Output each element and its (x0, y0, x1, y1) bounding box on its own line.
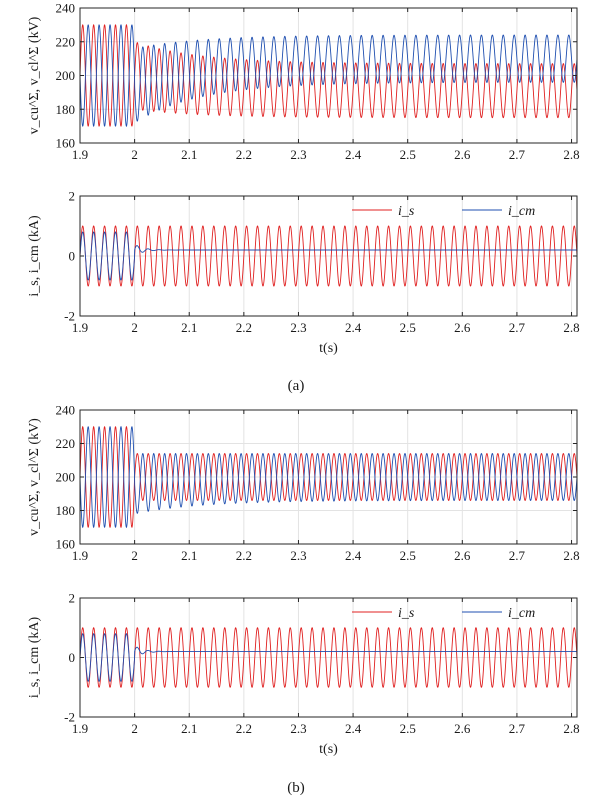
chart-panel-a-top: 1.9 2 2.1 2.2 2.3 2.4 2.5 2.6 2.7 2.8 160 180 200 220… (27, 1, 580, 163)
y-axis-label: v_cu^Σ, v_cl^Σ (kV) (27, 16, 42, 134)
x-tick-label: 1.9 (72, 548, 88, 563)
x-tick-label: 2.1 (181, 147, 197, 162)
x-tick-label: 2.3 (290, 721, 306, 736)
y-tick-label: 200 (56, 470, 76, 485)
x-tick-label: 2.6 (454, 320, 471, 335)
x-tick-label: 2.7 (509, 320, 526, 335)
x-axis-label: t(s) (319, 742, 338, 757)
x-tick-label: 1.9 (72, 320, 88, 335)
x-tick-label: 2.4 (345, 320, 362, 335)
x-tick-label: 2.8 (563, 548, 579, 563)
caption-b: (b) (287, 780, 305, 796)
x-tick-label: 2.2 (236, 320, 252, 335)
series-line-s0 (80, 23, 577, 128)
x-tick-label: 2.6 (454, 147, 471, 162)
y-tick-label: 180 (56, 503, 76, 518)
x-tick-label: 2.1 (181, 320, 197, 335)
x-tick-label: 2 (131, 548, 138, 563)
x-tick-label: 2.1 (181, 721, 197, 736)
x-tick-label: 2 (131, 147, 138, 162)
x-tick-label: 2.6 (454, 721, 471, 736)
x-tick-label: 2.7 (509, 147, 526, 162)
x-tick-label: 2.7 (509, 548, 526, 563)
x-tick-label: 2.5 (400, 147, 416, 162)
x-tick-label: 1.9 (72, 721, 88, 736)
series-line-s0 (80, 425, 577, 529)
x-tick-label: 2.8 (563, 147, 579, 162)
x-tick-label: 2.2 (236, 147, 252, 162)
y-tick-label: 2 (69, 591, 76, 606)
x-tick-label: 2.5 (400, 548, 416, 563)
y-tick-label: 220 (56, 436, 76, 451)
y-tick-label: 0 (69, 650, 76, 665)
legend-label: i_cm (508, 606, 535, 621)
y-tick-label: 180 (56, 102, 76, 117)
x-tick-label: 2 (131, 721, 138, 736)
chart-panel-b-top: 1.9 2 2.1 2.2 2.3 2.4 2.5 2.6 2.7 2.8 160 180 200 220… (27, 403, 580, 564)
y-tick-label: 0 (69, 249, 76, 264)
legend-label: i_cm (508, 204, 535, 219)
x-tick-label: 2.3 (290, 548, 306, 563)
y-tick-label: 160 (56, 136, 76, 151)
x-tick-label: 2.5 (400, 721, 416, 736)
series-line-i_cm (80, 231, 577, 281)
x-axis-label: t(s) (319, 341, 338, 356)
y-tick-label: 160 (56, 537, 76, 552)
y-tick-label: -2 (64, 309, 75, 324)
x-tick-label: 2.6 (454, 548, 471, 563)
x-tick-label: 2.3 (290, 320, 306, 335)
x-tick-label: 2.8 (563, 721, 579, 736)
x-tick-label: 2.1 (181, 548, 197, 563)
legend: i_s i_cm (352, 204, 535, 219)
chart-panel-b-bottom: 1.9 2 2.1 2.2 2.3 2.4 2.5 2.6 2.7 2.8 -2 0 2 i_s, i_c… (27, 591, 580, 758)
x-tick-label: 2.4 (345, 147, 362, 162)
caption-a: (a) (288, 378, 305, 394)
series-line-i_s (80, 225, 577, 287)
x-tick-label: 2.4 (345, 548, 362, 563)
x-tick-label: 2.5 (400, 320, 416, 335)
legend: i_s i_cm (352, 606, 535, 621)
x-tick-label: 2.3 (290, 147, 306, 162)
series-line-i_cm (80, 633, 577, 682)
x-tick-label: 2 (131, 320, 138, 335)
y-tick-label: 2 (69, 189, 76, 204)
x-tick-label: 2.8 (563, 320, 579, 335)
legend-label: i_s (398, 606, 415, 621)
y-tick-label: 220 (56, 34, 76, 49)
y-tick-label: -2 (64, 710, 75, 725)
x-tick-label: 2.2 (236, 721, 252, 736)
legend-label: i_s (398, 204, 415, 219)
y-axis-label: v_cu^Σ, v_cl^Σ (kV) (27, 418, 42, 536)
x-tick-label: 2.7 (509, 721, 526, 736)
x-tick-label: 2.4 (345, 721, 362, 736)
y-tick-label: 200 (56, 68, 76, 83)
chart-panel-a-bottom: 1.9 2 2.1 2.2 2.3 2.4 2.5 2.6 2.7 2.8 -2 0 2 i_s, i_c… (27, 189, 580, 357)
y-tick-label: 240 (56, 1, 76, 16)
y-tick-label: 240 (56, 403, 76, 418)
y-axis-label: i_s, i_cm (kA) (27, 617, 42, 699)
x-tick-label: 2.2 (236, 548, 252, 563)
y-axis-label: i_s, i_cm (kA) (27, 215, 42, 297)
series-line-s1 (80, 425, 577, 529)
series-line-i_s (80, 627, 577, 688)
series-line-s1 (80, 23, 577, 128)
x-tick-label: 1.9 (72, 147, 88, 162)
